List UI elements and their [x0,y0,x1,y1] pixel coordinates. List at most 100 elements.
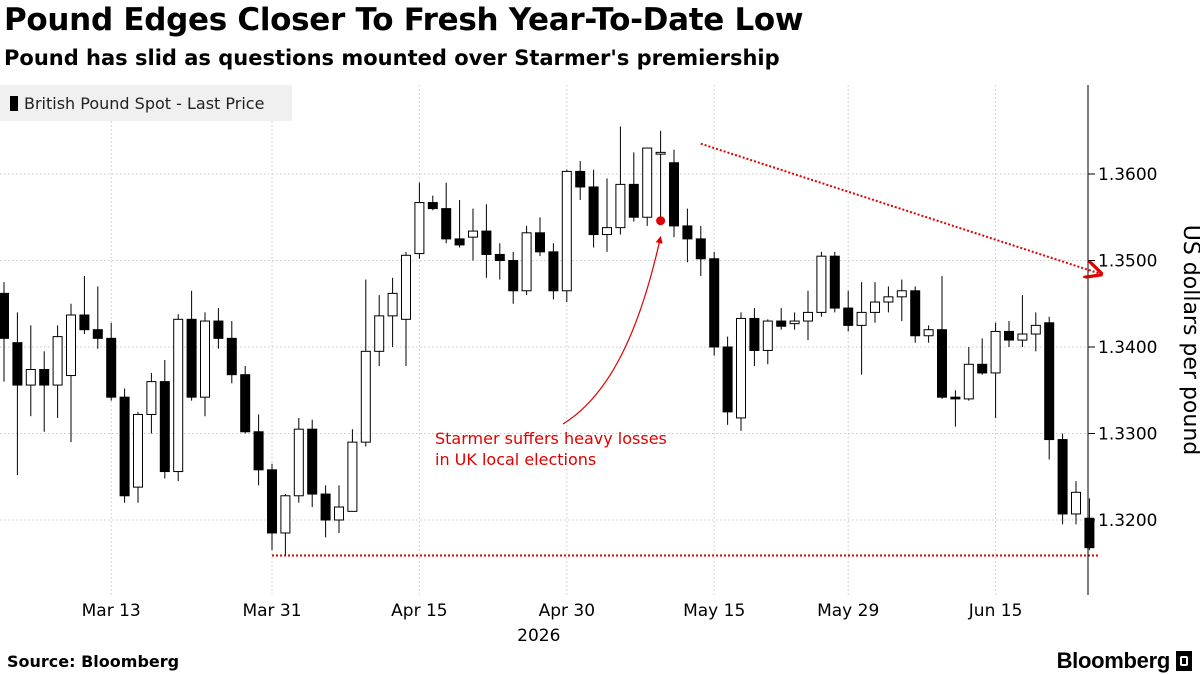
candle-body-up [25,368,36,386]
grid [0,85,1088,595]
candle [481,204,492,278]
downtrend-arrow [700,142,1100,274]
candle-body-down [709,258,720,348]
candle-body-up [789,320,800,325]
candle-body-up [923,329,934,337]
candle [253,414,264,486]
bloomberg-terminal-icon [1176,651,1192,671]
candle [508,251,519,304]
candle-body-up [360,350,371,443]
candle-body-down [119,396,130,497]
candle-body-down [240,374,251,433]
candle-body-down [494,253,505,262]
chart-subtitle: Pound has slid as questions mounted over… [4,46,780,70]
candle-body-down [695,238,706,260]
candle [1071,481,1081,525]
candle [910,286,921,343]
candle-body-down [307,428,318,495]
candle-body-down [977,363,988,374]
candle [240,366,251,434]
candle-body-up [52,336,63,386]
candle [695,225,706,277]
candle-body-down [682,225,693,240]
candle-body-down [106,337,117,398]
candle [0,282,9,382]
candle [1017,295,1028,347]
candle-body-up [602,227,612,236]
candle-body-up [736,317,746,419]
candle [1030,312,1041,352]
candle-body-up [561,170,572,292]
candle-body-up [870,301,880,313]
candle-body-up [1017,333,1028,341]
candle [454,199,465,248]
candle [963,347,974,401]
annotation-pointer [562,236,663,425]
candle-body-down [320,493,331,521]
candle-body-up [856,311,867,326]
candle [977,338,988,375]
axes: 1.3200 1.3300 1.3400 1.3500 1.3600 Mar 13 Mar … [82,85,1200,646]
candle [401,251,411,367]
candle-body-down [722,346,733,413]
y-tick-label: 1.3200 [1098,511,1157,531]
candle [722,336,733,425]
annotation-text-line2: in UK local elections [435,450,596,469]
candle [92,286,103,349]
y-tick-label: 1.3300 [1098,425,1157,445]
x-tick-label: Apr 30 [539,601,595,621]
candle [146,372,157,434]
candle [709,251,720,356]
candle [360,279,371,447]
candle-body-up [387,292,398,317]
x-tick-label: Mar 31 [242,601,301,621]
candle [937,276,947,399]
candle [1057,433,1068,525]
candle-body-down [1057,439,1068,515]
candle [213,308,224,349]
candle [535,217,545,257]
legend: British Pound Spot - Last Price [0,85,292,121]
candle-body-up [146,381,157,415]
candle-body-up [896,290,907,298]
annotation-text-line1: Starmer suffers heavy losses [435,429,667,448]
candle [762,319,773,365]
candle [521,225,532,296]
candle [669,149,679,238]
candle [66,303,76,443]
candle-body-down [1084,517,1095,549]
candle [749,308,760,367]
candle [829,251,840,313]
candle [682,208,693,263]
y-tick-label: 1.3500 [1098,252,1157,272]
candle [39,351,50,432]
candle [494,243,505,280]
candle [816,251,827,317]
candle-body-up [1071,491,1081,515]
candle-body-up [374,315,385,352]
candle [374,295,385,367]
bloomberg-logo: Bloomberg [1057,648,1192,674]
candle [1084,498,1095,551]
candle-body-down [226,337,237,376]
candle-body-down [39,368,50,386]
candle-body-down [481,230,492,255]
candle-body-down [267,469,277,534]
candle-body-down [588,186,599,236]
candle-body-up [173,318,184,473]
candle-body-down [843,307,854,326]
chart-title: Pound Edges Closer To Fresh Year-To-Date… [4,2,804,38]
candle [186,290,197,401]
candle-body-down [535,232,545,253]
candle-body-down [454,238,465,246]
candle [870,282,880,323]
annotation-dot [656,216,666,226]
candle [133,411,143,503]
y-tick-label: 1.3600 [1098,165,1157,185]
candle [561,169,572,303]
candle [923,325,934,343]
x-tick-label: Apr 15 [391,601,447,621]
candle-body-up [521,232,532,292]
candle-body-up [347,441,358,512]
x-tick-label: May 15 [683,601,745,621]
